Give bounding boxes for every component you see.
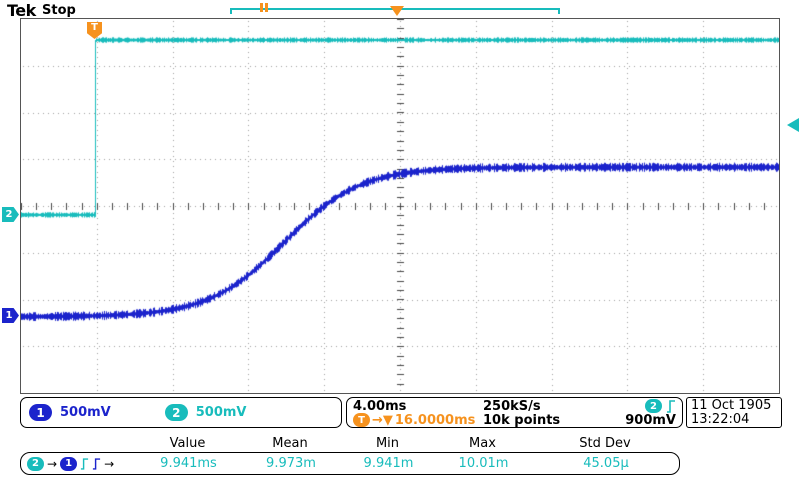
meas-min: 9.941m	[363, 456, 414, 471]
measurement-headers: Value Mean Min Max Std Dev	[20, 436, 680, 452]
horizontal-trigger-readouts: 4.00ms 250kS/s 2 T →▼ 16.0000ms 10k poin…	[346, 397, 683, 428]
datetime-box: 11 Oct 1905 13:22:04	[686, 397, 782, 428]
meas-slope-ch1-icon	[92, 457, 101, 470]
meas-header-mean: Mean	[272, 436, 308, 451]
sample-rate: 250kS/s	[483, 398, 541, 414]
ch1-position-marker: 1	[2, 308, 19, 323]
graticule-canvas	[20, 18, 780, 394]
meas-header-stddev: Std Dev	[579, 436, 631, 451]
ch2-badge: 2	[164, 404, 188, 421]
acquisition-status: Stop	[42, 3, 76, 18]
ch1-badge: 1	[29, 404, 52, 421]
ch2-position-marker: 2	[2, 207, 19, 222]
time-scale: 4.00ms	[353, 398, 407, 414]
trigger-delay-flag: T	[353, 413, 370, 427]
meas-arrow-icon: →	[47, 456, 58, 471]
trigger-delay-arrow-icon: →▼	[372, 412, 393, 428]
meas-max: 10.01m	[458, 456, 509, 471]
date-label: 11 Oct 1905	[691, 398, 772, 413]
meas-stddev: 45.05µ	[583, 456, 629, 471]
measurement-label: 2 → 1 →	[21, 456, 136, 471]
tek-logo: Tek	[7, 1, 36, 20]
trigger-position-icon	[390, 6, 404, 16]
time-label: 13:22:04	[691, 412, 750, 427]
ch2-scale: 500mV	[195, 405, 247, 420]
meas-source-badge: 2	[27, 456, 44, 471]
meas-arrow2-icon: →	[104, 456, 115, 471]
meas-header-value: Value	[169, 436, 206, 451]
trigger-slope-icon	[667, 399, 675, 413]
trigger-level-marker-icon	[787, 118, 799, 132]
meas-dest-badge: 1	[60, 456, 78, 471]
channel-readouts: 1 500mV 2 500mV	[20, 397, 342, 428]
meas-slope-ch2-icon	[80, 457, 89, 470]
trigger-delay-value: 16.0000ms	[394, 412, 476, 428]
pause-icon	[260, 3, 268, 12]
trigger-flag: T	[87, 22, 102, 39]
meas-header-min: Min	[375, 436, 400, 451]
meas-value: 9.941ms	[160, 456, 217, 471]
meas-mean: 9.973m	[266, 456, 316, 471]
ch1-scale: 500mV	[60, 405, 111, 420]
measurement-row: 2 → 1 → 9.941ms 9.973m 9.941m 10.01m 45.…	[20, 452, 680, 475]
trigger-source-badge: 2	[645, 399, 662, 413]
record-length: 10k points	[483, 412, 561, 428]
meas-header-max: Max	[469, 436, 496, 451]
trigger-level: 900mV	[625, 412, 676, 428]
